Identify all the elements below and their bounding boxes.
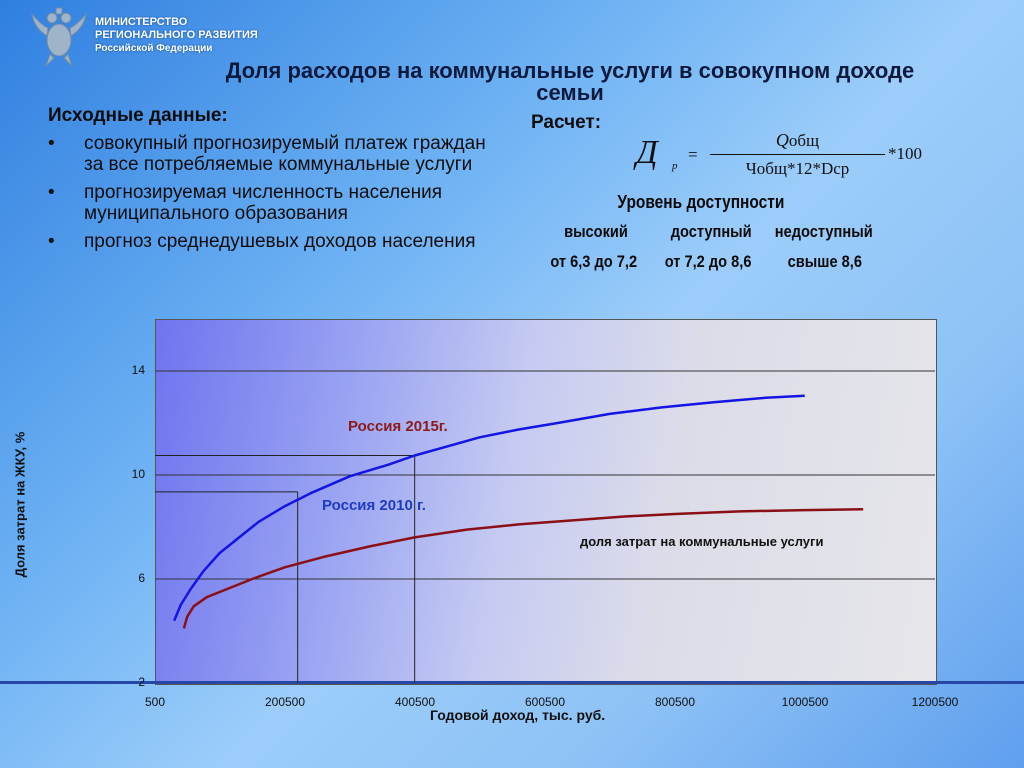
chart-x-tick-label: 500 [144, 695, 166, 709]
list-item: • прогнозируемая численность населения му… [48, 182, 488, 224]
input-data-list: • совокупный прогнозируемый платеж гражда… [48, 133, 488, 252]
chart-series-line-2010 [182, 508, 864, 629]
formula-numerator-rest: общ [788, 131, 820, 150]
level-name-high: высокий [564, 222, 628, 241]
bullet-icon: • [48, 231, 55, 252]
input-data-section: Исходные данные: • совокупный прогнозируе… [48, 105, 488, 259]
level-range-high: от 6,3 до 7,2 [550, 252, 638, 271]
formula-numerator-q: Q [775, 130, 789, 150]
level-range-unaffordable: свыше 8,6 [787, 252, 862, 271]
chart-x-tick-label: 1000500 [781, 695, 829, 709]
chart-x-tick-label: 800500 [654, 695, 696, 709]
chart-x-axis-title: Годовой доход, тыс. руб. [430, 707, 606, 723]
ministry-name: МИНИСТЕРСТВО РЕГИОНАЛЬНОГО РАЗВИТИЯ Росс… [95, 16, 258, 55]
formula-denominator: Чобщ*12*Dср [745, 159, 850, 178]
chart-y-tick-label: 14 [131, 363, 145, 377]
slide-divider-bar [0, 681, 1024, 684]
chart-x-tick-label: 200500 [264, 695, 306, 709]
ministry-line-2: РЕГИОНАЛЬНОГО РАЗВИТИЯ [95, 29, 258, 41]
level-name-unaffordable: недоступный [774, 222, 873, 241]
chart-y-tick-label: 2 [138, 675, 145, 689]
page-title: Доля расходов на коммунальные услуги в с… [150, 60, 990, 104]
chart-y-tick-label: 6 [138, 571, 145, 585]
list-item-text: прогноз среднедушевых доходов населения [84, 231, 476, 252]
list-item-text: совокупный прогнозируемый платеж граждан… [84, 133, 486, 175]
affordability-heading: Уровень доступности [617, 192, 785, 212]
list-item: • прогноз среднедушевых доходов населения [48, 231, 488, 252]
bullet-icon: • [48, 133, 55, 154]
level-name-affordable: доступный [670, 222, 752, 241]
formula-numerator: Qобщ [710, 130, 885, 151]
page-title-line-1: Доля расходов на коммунальные услуги в с… [225, 58, 915, 83]
formula-multiplier: *100 [888, 144, 922, 163]
chart-y-axis-title: Доля затрат на ЖКУ, % [12, 431, 28, 578]
chart-x-tick-label: 600500 [524, 695, 566, 709]
series-label-2015: Россия 2015г. [348, 418, 448, 435]
series-label-2010: Россия 2010 г. [322, 497, 426, 514]
level-range-affordable: от 7,2 до 8,6 [664, 252, 752, 271]
chart-plot-area [155, 319, 937, 685]
formula-equals: = [688, 145, 698, 164]
chart-x-tick-label: 1200500 [911, 695, 959, 709]
ministry-line-3: Российской Федерации [95, 43, 213, 54]
input-data-heading: Исходные данные: [48, 105, 228, 126]
list-item-text: прогнозируемая численность населения мун… [84, 182, 443, 224]
formula: Д р = Qобщ Чобщ*12*Dср *100 [630, 128, 950, 186]
page-title-line-2: семьи [536, 80, 604, 105]
formula-lhs: Д [636, 134, 658, 171]
double-headed-eagle-emblem-icon [28, 6, 90, 68]
bullet-icon: • [48, 182, 55, 203]
formula-lhs-subscript: р [672, 160, 678, 172]
ministry-line-1: МИНИСТЕРСТВО [95, 16, 188, 28]
series-caption: доля затрат на коммунальные услуги [580, 534, 824, 549]
chart-series-line-2015 [173, 394, 805, 622]
list-item: • совокупный прогнозируемый платеж гражда… [48, 133, 488, 175]
chart-x-tick-label: 400500 [394, 695, 436, 709]
formula-fraction-bar [710, 154, 885, 155]
calculation-label: Расчет: [531, 112, 602, 133]
chart-y-tick-label: 10 [131, 467, 145, 481]
